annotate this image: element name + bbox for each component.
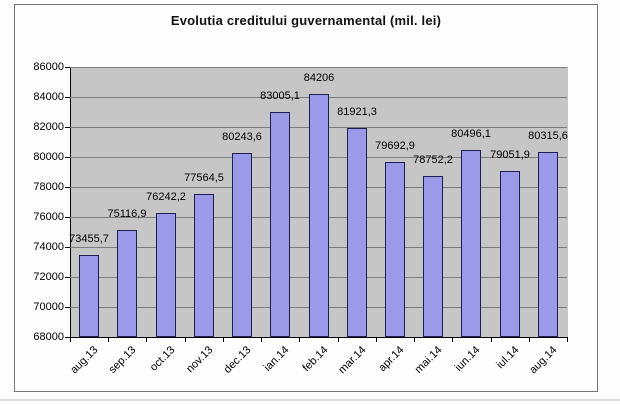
page-bottom-divider — [0, 399, 620, 401]
x-tick — [299, 338, 300, 342]
bar-ian.14 — [270, 112, 290, 337]
y-tick — [65, 157, 70, 158]
data-label: 84206 — [303, 72, 335, 84]
chart-title: Evolutia creditului guvernamental (mil. … — [170, 13, 442, 28]
data-label: 80243,6 — [222, 131, 262, 143]
x-tick — [414, 338, 415, 342]
x-tick — [338, 338, 339, 342]
data-label: 80496,1 — [451, 128, 491, 140]
y-tick — [65, 97, 70, 98]
gridline — [70, 67, 567, 68]
x-tick — [70, 338, 71, 342]
x-tick — [146, 338, 147, 342]
y-tick — [65, 127, 70, 128]
bar-aug.13 — [79, 255, 99, 337]
y-tick-label: 72000 — [33, 271, 64, 283]
data-label: 78752,2 — [413, 154, 453, 166]
bar-dec.13 — [232, 153, 252, 337]
x-tick — [185, 338, 186, 342]
y-tick — [65, 67, 70, 68]
y-tick-label: 68000 — [33, 331, 64, 343]
x-tick — [261, 338, 262, 342]
y-tick — [65, 217, 70, 218]
data-label: 75116,9 — [107, 208, 147, 220]
y-tick-label: 78000 — [33, 181, 64, 193]
x-tick — [108, 338, 109, 342]
data-label: 81921,3 — [337, 106, 377, 118]
bar-iun.14 — [461, 150, 481, 337]
x-tick — [491, 338, 492, 342]
x-tick — [452, 338, 453, 342]
y-tick-label: 82000 — [33, 121, 64, 133]
bar-apr.14 — [385, 162, 405, 337]
bar-feb.14 — [309, 94, 329, 337]
data-label: 76242,2 — [146, 191, 186, 203]
y-tick — [65, 277, 70, 278]
bar-sep.13 — [117, 230, 137, 337]
y-tick-label: 84000 — [33, 91, 64, 103]
data-label: 73455,7 — [69, 233, 109, 245]
y-tick — [65, 307, 70, 308]
data-label: 80315,6 — [528, 130, 568, 142]
y-tick — [65, 337, 70, 338]
data-label: 79692,9 — [375, 140, 415, 152]
bar-oct.13 — [156, 213, 176, 337]
y-tick — [65, 247, 70, 248]
bar-mai.14 — [423, 176, 443, 337]
data-label: 77564,5 — [184, 172, 224, 184]
x-tick — [529, 338, 530, 342]
x-tick — [376, 338, 377, 342]
data-label: 79051,9 — [490, 149, 530, 161]
x-tick — [223, 338, 224, 342]
y-tick-label: 70000 — [33, 301, 64, 313]
bar-iul.14 — [500, 171, 520, 337]
y-tick-label: 80000 — [33, 151, 64, 163]
bar-aug.14 — [538, 152, 558, 337]
bar-mar.14 — [347, 128, 367, 337]
y-tick-label: 74000 — [33, 241, 64, 253]
y-tick-label: 76000 — [33, 211, 64, 223]
y-tick-label: 86000 — [33, 61, 64, 73]
data-label: 83005,1 — [260, 90, 300, 102]
x-tick — [567, 338, 568, 342]
bar-nov.13 — [194, 194, 214, 337]
y-tick — [65, 187, 70, 188]
